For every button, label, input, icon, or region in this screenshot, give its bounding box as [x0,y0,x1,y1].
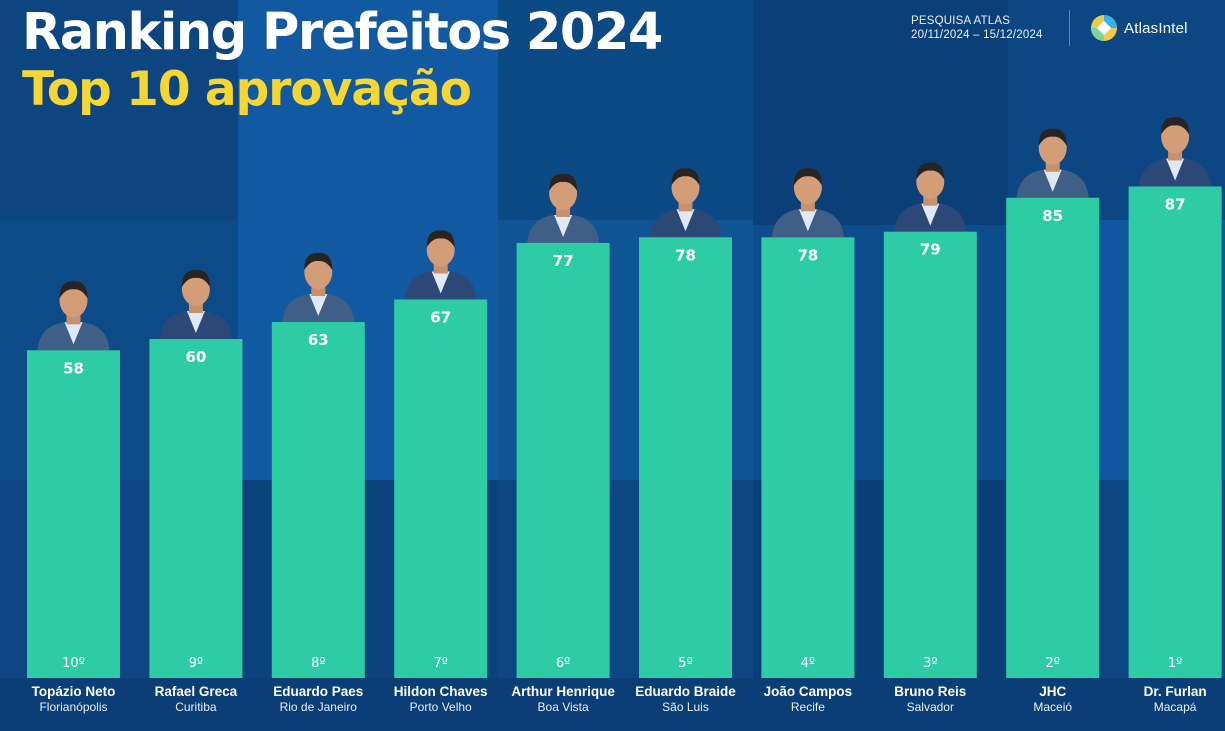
survey-info: PESQUISA ATLAS 20/11/2024 – 15/12/2024 [911,14,1043,42]
rank-label: 2º [1045,656,1059,671]
category-label: JHC [1039,684,1066,699]
portrait-icon [527,173,600,243]
rank-label: 4º [801,656,815,671]
category-label: Eduardo Paes [273,684,363,699]
rank-label: 3º [923,656,937,671]
city-label: Macapá [1154,700,1197,714]
bar-value-label: 58 [63,359,84,377]
portrait-icon [1016,128,1089,198]
category-label: Arthur Henrique [511,684,615,699]
brand-name: AtlasIntel [1124,19,1188,37]
bar [271,322,365,678]
atlasintel-logo-icon [1091,15,1117,41]
brand-logo: AtlasIntel [1090,14,1188,42]
header-divider [1069,10,1070,46]
chart-title: Ranking Prefeitos 2024 [22,3,663,62]
city-label: Maceió [1033,700,1072,714]
bar [761,237,855,679]
rank-label: 10º [62,656,85,671]
bar [149,339,243,678]
bar [516,242,610,678]
rank-label: 8º [311,656,325,671]
bar [883,231,977,678]
city-label: Boa Vista [538,700,589,714]
bar-value-label: 78 [797,246,818,264]
city-label: Recife [791,700,825,714]
survey-dates: 20/11/2024 – 15/12/2024 [911,29,1043,41]
category-label: Bruno Reis [894,684,966,699]
rank-label: 6º [556,656,570,671]
category-label: Rafael Greca [155,684,238,699]
portrait-icon [894,162,967,232]
city-label: Salvador [907,700,954,714]
category-label: Topázio Neto [32,684,116,699]
city-label: Curitiba [175,700,217,714]
bar [1006,197,1100,678]
bar-value-label: 87 [1165,195,1186,213]
portrait-icon [37,281,110,351]
category-label: João Campos [764,684,853,699]
bar-value-label: 67 [430,308,451,326]
rank-label: 1º [1168,656,1182,671]
city-label: Rio de Janeiro [280,700,358,714]
bar-value-label: 77 [553,252,574,270]
bar [394,299,488,678]
bar-value-label: 63 [308,331,329,349]
bar-value-label: 85 [1042,207,1063,225]
bar-value-label: 79 [920,241,941,259]
category-label: Eduardo Braide [635,684,736,699]
bar-value-label: 60 [185,348,206,366]
rank-label: 5º [678,656,692,671]
survey-label: PESQUISA ATLAS [911,15,1011,27]
portrait-icon [649,168,722,238]
bar [27,350,120,678]
bar [1128,186,1222,678]
portrait-icon [771,168,844,238]
category-label: Hildon Chaves [394,684,488,699]
bar-value-label: 78 [675,246,696,264]
portrait-icon [404,230,477,300]
city-label: São Luis [662,700,709,714]
portrait-icon [159,269,232,339]
city-label: Porto Velho [410,700,472,714]
chart-subtitle: Top 10 aprovação [22,62,472,117]
portrait-icon [1139,117,1212,187]
city-label: Florianópolis [39,700,107,714]
bar [639,237,732,679]
category-label: Dr. Furlan [1144,684,1207,699]
portrait-icon [282,252,355,323]
rank-label: 7º [433,656,447,671]
rank-label: 9º [189,656,203,671]
